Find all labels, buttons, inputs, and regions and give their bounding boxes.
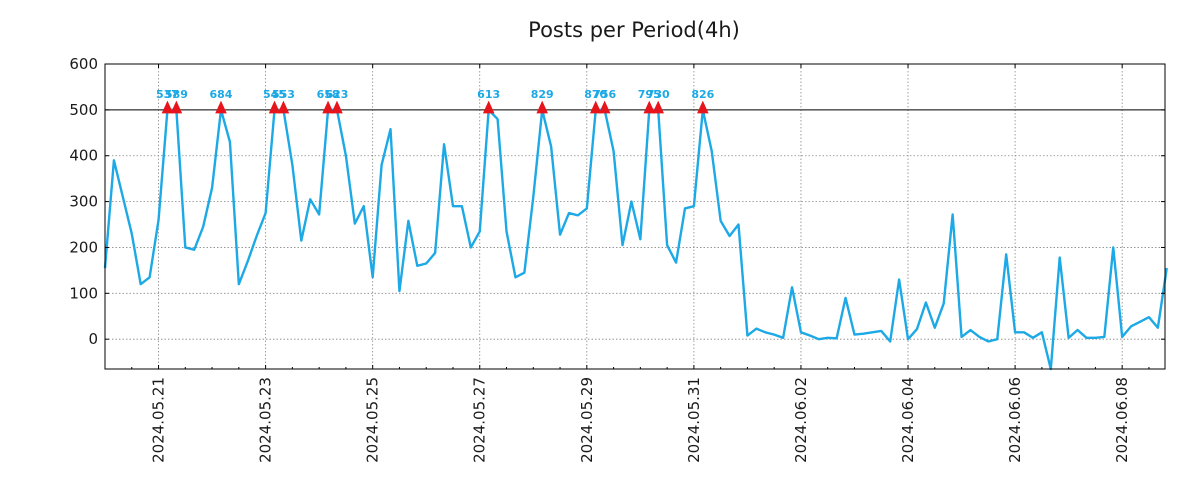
y-tick-label: 600 <box>69 55 98 73</box>
peak-label: 658 <box>317 88 340 101</box>
peak-marker <box>277 100 290 114</box>
axes <box>104 63 1166 370</box>
peak-label: 537 <box>156 88 179 101</box>
peak-marker <box>598 100 611 114</box>
plot-frame <box>104 63 1166 370</box>
peak-label: 826 <box>691 88 714 101</box>
series-line <box>103 108 1168 371</box>
peak-label: 613 <box>477 88 500 101</box>
x-tick-label: 2024.06.02 <box>792 377 810 463</box>
y-tick-label: 200 <box>69 238 98 256</box>
peak-marker <box>652 100 664 114</box>
peak-marker <box>589 100 602 114</box>
x-tick-label: 2024.05.29 <box>578 377 596 463</box>
peak-label: 730 <box>647 88 670 101</box>
peak-label: 684 <box>210 88 233 101</box>
peak-marker <box>536 100 548 114</box>
peak-markers <box>161 100 709 114</box>
y-tick-label: 500 <box>69 101 98 119</box>
y-tick-label: 0 <box>88 330 98 348</box>
peak-label: 589 <box>165 88 188 101</box>
x-tick-label: 2024.05.21 <box>150 377 168 463</box>
x-tick-label: 2024.05.31 <box>685 377 703 463</box>
peak-label: 870 <box>584 88 607 101</box>
peak-marker <box>268 100 281 114</box>
x-tick-label: 2024.06.06 <box>1006 377 1024 463</box>
peak-label: 623 <box>326 88 349 101</box>
peak-marker <box>322 100 334 114</box>
peak-marker <box>215 100 227 114</box>
peak-label: 829 <box>531 88 554 101</box>
x-tick-label: 2024.06.08 <box>1113 377 1131 463</box>
peak-label: 553 <box>272 88 295 101</box>
chart-title: Posts per Period(4h) <box>528 18 740 42</box>
peak-marker <box>643 100 656 114</box>
peak-label: 545 <box>263 88 286 101</box>
peak-marker <box>170 100 183 114</box>
x-tick-label: 2024.05.25 <box>364 377 382 463</box>
peak-marker <box>331 100 343 114</box>
x-tick-label: 2024.05.23 <box>257 377 275 463</box>
peak-label: 795 <box>638 88 661 101</box>
peak-marker <box>482 100 495 114</box>
series-layer <box>103 108 1168 371</box>
peak-marker <box>161 100 174 114</box>
peak-marker <box>697 100 709 114</box>
y-tick-label: 400 <box>69 147 98 165</box>
peak-label: 756 <box>593 88 616 101</box>
x-tick-label: 2024.06.04 <box>899 377 917 463</box>
y-tick-label: 300 <box>69 193 98 211</box>
x-tick-label: 2024.05.27 <box>471 377 489 463</box>
y-tick-label: 100 <box>69 284 98 302</box>
tick-labels: 0 100 200 300 400 500 600 2024.05.21 2024.05.23 2… <box>69 55 1131 463</box>
